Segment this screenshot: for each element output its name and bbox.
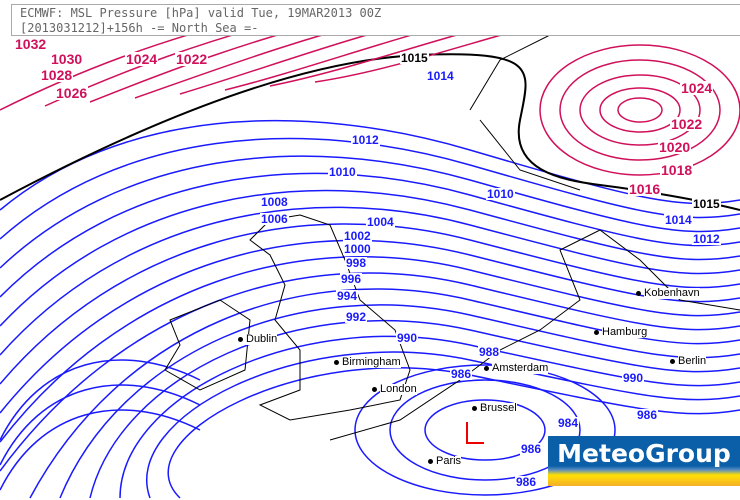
isobar-label-blue: 986: [520, 442, 543, 456]
isobar-label-red: 1028: [40, 67, 74, 83]
isobar-label-blue: 988: [478, 345, 501, 359]
isobar-line: [119, 335, 740, 499]
isobar-line: [0, 359, 201, 441]
isobar-label-black: 1015: [400, 51, 429, 65]
isobar-line: [424, 399, 546, 461]
low-center-symbol: [466, 422, 484, 444]
isobar-label-blue: 1008: [260, 195, 289, 209]
isobar-label-blue: 1010: [486, 187, 515, 201]
isobar-line: [0, 239, 740, 414]
isobar-label-blue: 992: [345, 310, 368, 324]
isobar-line: [579, 74, 701, 146]
isobar-line: [0, 206, 740, 356]
isobar-label-red: 1022: [175, 51, 209, 67]
isobar-label-blue: 990: [396, 331, 419, 345]
isobar-label-red: 1030: [50, 51, 84, 67]
isobar-label-blue: 984: [557, 416, 580, 430]
city-label: Amsterdam: [483, 362, 549, 374]
isobar-line: [0, 155, 740, 269]
isobar-label-blue: 1014: [664, 213, 693, 227]
isobar-label-blue: 990: [622, 371, 645, 385]
isobar-line: [0, 189, 740, 327]
isobar-label-blue: 998: [345, 256, 368, 270]
isobar-line: [146, 351, 740, 499]
city-label: Brussel: [472, 402, 517, 414]
isobar-line: [617, 97, 663, 123]
isobar-label-red: 1026: [55, 85, 89, 101]
isobar-line: [0, 256, 740, 443]
isobar-label-blue: 1010: [328, 165, 357, 179]
city-label: Kobenhavn: [636, 287, 700, 299]
isobar-label-red: 1018: [660, 162, 694, 178]
city-label: Berlin: [669, 355, 707, 367]
isobar-label-blue: 1012: [692, 232, 721, 246]
meteogroup-logo: MeteoGroup: [548, 436, 740, 486]
isobar-label-blue: 1000: [343, 242, 372, 256]
isobar-line: [559, 59, 721, 161]
isobar-line: [0, 409, 201, 491]
isobar-label-blue: 1014: [426, 69, 455, 83]
city-label: Hamburg: [593, 326, 648, 338]
city-label: Paris: [427, 455, 462, 467]
isobar-label-black: 1015: [692, 197, 721, 211]
header-title: ECMWF: MSL Pressure [hPa] valid Tue, 19M…: [20, 6, 382, 20]
isobar-label-blue: 996: [340, 272, 363, 286]
isobar-label-blue: 1006: [260, 212, 289, 226]
map-header: ECMWF: MSL Pressure [hPa] valid Tue, 19M…: [11, 4, 740, 36]
city-label: Birmingham: [334, 356, 401, 368]
isobar-label-blue: 986: [636, 408, 659, 422]
coastline-ireland: [164, 299, 251, 391]
header-subtitle: [2013031212]+156h -= North Sea =-: [20, 21, 259, 35]
isobar-label-blue: 1004: [366, 215, 395, 229]
isobar-line: [389, 379, 581, 481]
isobar-line: [29, 288, 740, 499]
isobar-label-red: 1022: [670, 116, 704, 132]
isobar-line: [0, 223, 740, 385]
isobar-label-blue: 1012: [351, 133, 380, 147]
isobar-label-red: 1020: [658, 139, 692, 155]
isobar-label-blue: 986: [450, 367, 473, 381]
isobar-line: [0, 172, 740, 298]
isobar-line: [354, 364, 616, 496]
isobar-line: [89, 319, 740, 499]
isobar-label-red: 1024: [680, 80, 714, 96]
coastline-continent: [329, 229, 740, 441]
isobar-line: [59, 304, 740, 499]
logo-text: MeteoGroup: [557, 439, 731, 468]
isobar-label-red: 1024: [125, 51, 159, 67]
city-label: Dublin: [237, 333, 278, 345]
isobar-label-red: 1016: [628, 181, 662, 197]
isobar-label-red: 1032: [14, 36, 48, 52]
isobar-line: [0, 384, 201, 466]
isobar-1015-line: [0, 53, 740, 211]
isobar-line: [599, 87, 681, 133]
isobar-label-blue: 994: [336, 289, 359, 303]
isobar-line: [539, 44, 740, 176]
isobar-label-blue: 1002: [343, 229, 372, 243]
isobar-line: [0, 119, 740, 211]
city-label: London: [372, 383, 417, 395]
isobar-label-blue: 986: [515, 475, 538, 489]
